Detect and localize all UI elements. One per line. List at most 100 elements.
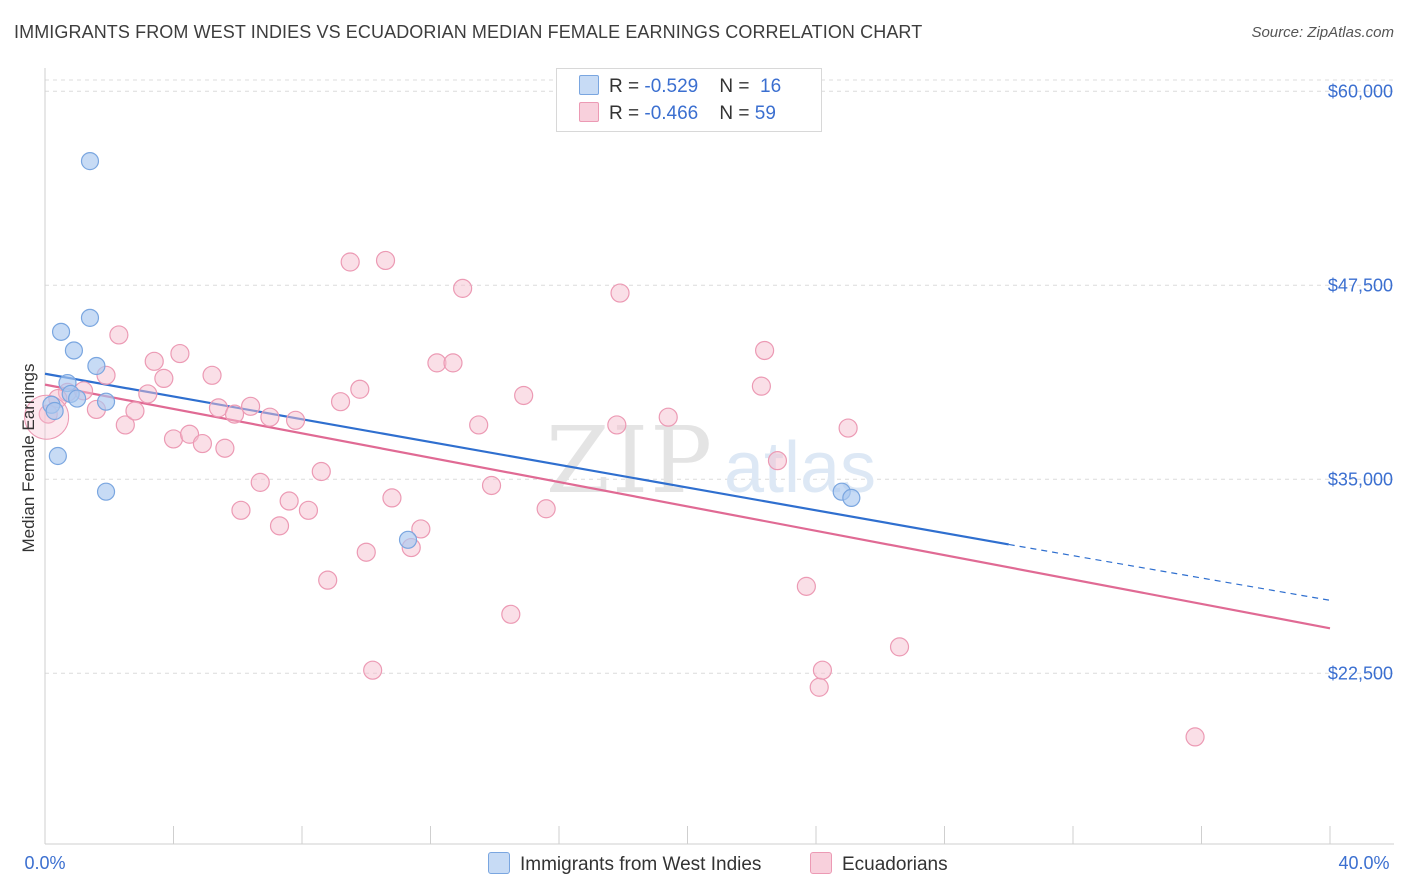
legend-r-value: -0.529 — [644, 76, 699, 97]
bottom-legend-swatch-blue — [488, 852, 510, 874]
legend-r-value: -0.466 — [644, 103, 699, 124]
legend-n-value: 16 — [760, 76, 782, 97]
ecuadorians-point — [231, 500, 251, 520]
ecuadorians-point — [241, 396, 261, 416]
ecuadorians-point — [269, 516, 290, 536]
ecuadorians-point — [356, 542, 376, 562]
y-axis-label: Median Female Earnings — [19, 364, 38, 553]
legend-n-label: N = — [719, 76, 755, 97]
bottom-legend-label: Immigrants from West Indies — [520, 854, 762, 875]
ecuadorians-point — [279, 491, 299, 511]
ecuadorians-point — [144, 351, 164, 371]
ecuadorians-point — [260, 407, 280, 427]
west-indies-point — [96, 482, 116, 501]
ecuadorians-point — [350, 379, 370, 399]
ecuadorians-point — [311, 461, 331, 482]
ecuadorians-point — [163, 429, 184, 449]
ecuadorians-trend-line — [44, 383, 1331, 630]
ecuadorians-point — [298, 500, 319, 520]
trend-lines — [44, 372, 1331, 630]
west-indies-point — [48, 446, 67, 466]
ecuadorians-point — [610, 283, 630, 303]
ecuadorians-point — [812, 660, 833, 680]
ecuadorians-point — [536, 499, 556, 519]
grid-lines — [45, 79, 1394, 674]
ecuadorians-point — [453, 278, 473, 298]
west-indies-point — [80, 308, 100, 327]
ecuadorians-point — [1185, 727, 1205, 747]
watermark: ZIP atlas — [546, 407, 876, 514]
chart-title: IMMIGRANTS FROM WEST INDIES VS ECUADORIA… — [14, 22, 923, 42]
ecuadorians-point — [469, 415, 489, 435]
ecuadorians-point — [658, 407, 678, 427]
ecuadorians-point — [443, 353, 463, 373]
west-indies-point — [87, 356, 106, 376]
source-credit: Source: ZipAtlas.com — [1251, 24, 1394, 41]
ecuadorians-point — [109, 325, 129, 345]
ecuadorians-point — [202, 365, 222, 385]
ecuadorians-point — [340, 252, 360, 272]
ecuadorians-point — [767, 451, 788, 471]
ecuadorians-point — [796, 576, 816, 596]
legend-r-label: R = — [609, 76, 645, 97]
ecuadorians-point — [501, 604, 521, 624]
ecuadorians-point — [330, 392, 351, 412]
ecuadorians-point — [154, 368, 174, 388]
west-indies-point — [64, 341, 84, 360]
ecuadorians-point — [751, 376, 771, 396]
ecuadorians-point — [138, 384, 158, 404]
x-tick-label-min: 0.0% — [24, 853, 65, 873]
ecuadorians-points — [24, 250, 1205, 747]
ecuadorians-point — [224, 404, 245, 424]
legend-row-west-indies: R = -0.529 N = 16 — [579, 75, 781, 99]
ecuadorians-point — [427, 353, 447, 373]
ecuadorians-point — [411, 519, 431, 539]
ecuadorians-point — [285, 410, 306, 430]
legend-swatch-blue — [579, 75, 599, 95]
ecuadorians-point — [208, 398, 229, 418]
west-indies-trend-extension — [1008, 543, 1331, 601]
y-tick-label: $47,500 — [1328, 275, 1393, 295]
ecuadorians-point — [514, 385, 534, 406]
ecuadorians-point — [607, 415, 627, 435]
ecuadorians-point — [192, 433, 213, 454]
ecuadorians-point — [179, 424, 200, 444]
ecuadorians-point — [889, 637, 910, 657]
west-indies-point — [68, 389, 87, 408]
bottom-legend-ecuadorians: Ecuadorians — [810, 852, 948, 876]
ecuadorians-point — [754, 340, 775, 361]
ecuadorians-point — [215, 438, 235, 458]
correlation-legend: R = -0.529 N = 16 R = -0.466 N = 59 — [556, 68, 822, 132]
watermark-zip: ZIP — [546, 407, 714, 514]
ecuadorians-point — [838, 418, 858, 438]
legend-r-label: R = — [609, 103, 645, 124]
legend-swatch-pink — [579, 102, 599, 122]
y-tick-label: $60,000 — [1328, 81, 1393, 101]
bottom-legend-swatch-pink — [810, 852, 832, 874]
ecuadorians-point — [250, 472, 270, 492]
west-indies-points — [42, 152, 861, 549]
ecuadorians-point — [125, 401, 145, 421]
west-indies-point — [96, 392, 116, 411]
y-tick-label: $35,000 — [1328, 469, 1393, 489]
tick-labels: $22,500 $35,000 $47,500 $60,000 0.0% 40.0% — [24, 81, 1393, 873]
ecuadorians-point — [382, 488, 402, 508]
bottom-legend-west-indies: Immigrants from West Indies — [488, 852, 761, 876]
x-tick-label-max: 40.0% — [1338, 853, 1389, 873]
legend-n-label: N = — [719, 103, 755, 124]
legend-n-value: 59 — [754, 103, 776, 124]
ecuadorians-point — [170, 343, 190, 364]
west-indies-point — [45, 401, 64, 421]
west-indies-point — [842, 488, 861, 508]
west-indies-point — [398, 530, 418, 549]
ecuadorians-point — [363, 660, 383, 680]
y-tick-label: $22,500 — [1328, 663, 1393, 683]
bottom-legend-label: Ecuadorians — [842, 854, 948, 875]
ecuadorians-point — [115, 415, 135, 435]
ecuadorians-point — [809, 677, 829, 697]
west-indies-trend-line — [44, 372, 1009, 546]
west-indies-point — [80, 152, 100, 171]
ecuadorians-point — [375, 250, 396, 271]
legend-row-ecuadorians: R = -0.466 N = 59 — [579, 102, 776, 126]
